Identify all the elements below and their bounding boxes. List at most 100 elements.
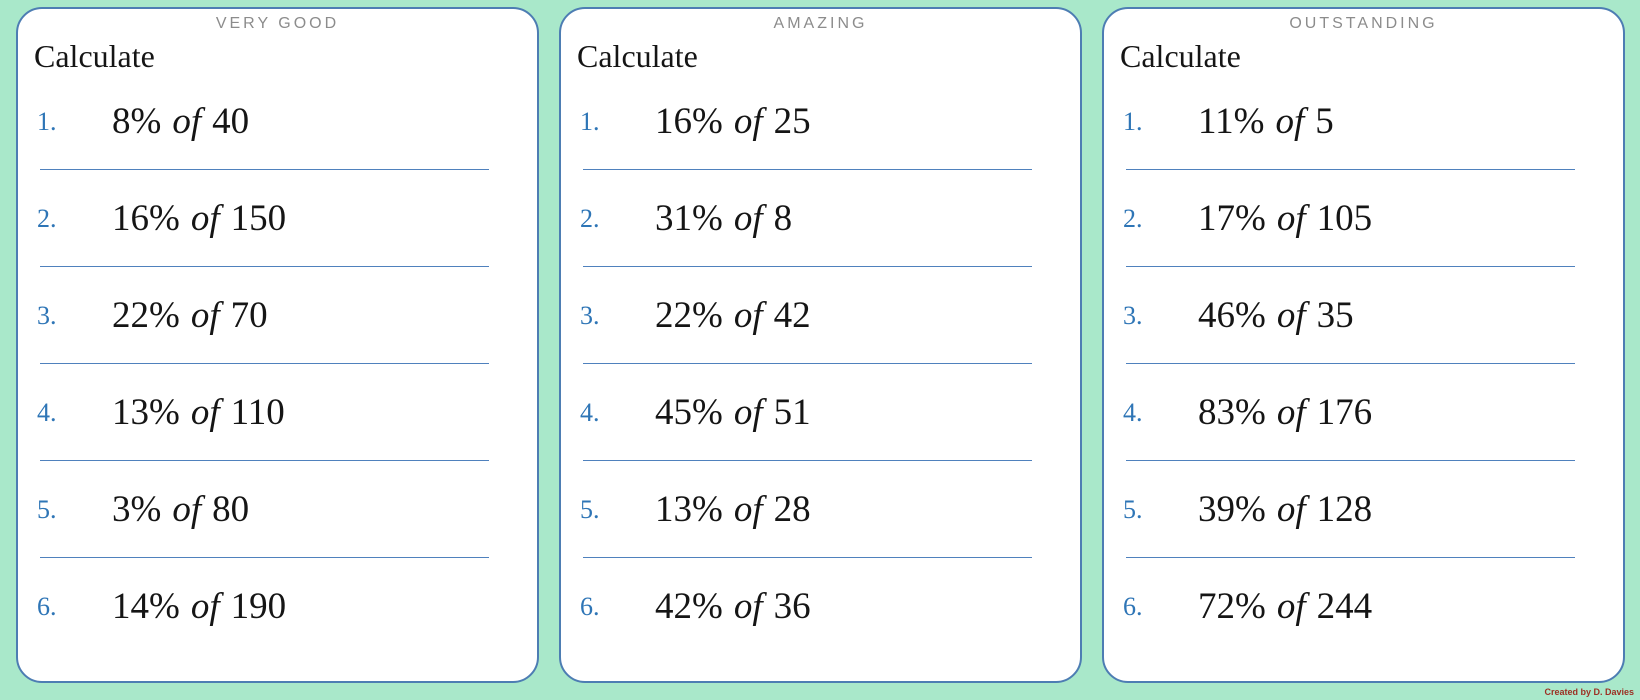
divider-line [583, 169, 1032, 170]
problem-percent: 17% [1198, 198, 1266, 239]
problem-row: 1. 11% of 5 [1104, 73, 1623, 170]
problem-value: 8 [773, 198, 793, 239]
problem-value: 70 [230, 295, 268, 336]
problem-number: 2. [580, 203, 600, 233]
of-label: of [190, 198, 220, 239]
card-title: Calculate [1120, 38, 1241, 74]
problem-value: 128 [1316, 489, 1373, 530]
of-label: of [190, 295, 220, 336]
problem-row: 4. 13% of 110 [18, 364, 537, 461]
of-label: of [1276, 198, 1306, 239]
of-label: of [1276, 295, 1306, 336]
problem-expression: 16% of 150 [112, 197, 286, 240]
divider-line [1126, 460, 1575, 461]
divider-line [583, 363, 1032, 364]
worksheet-cards: VERY GOOD Calculate 1. 8% of 40 2. 16% of 15… [16, 7, 1625, 683]
problem-number: 1. [37, 106, 57, 136]
problem-number: 1. [1123, 106, 1143, 136]
of-label: of [733, 489, 763, 530]
card-title: Calculate [34, 38, 155, 74]
difficulty-label: OUTSTANDING [1289, 15, 1438, 32]
problem-value: 42 [773, 295, 811, 336]
problem-percent: 72% [1198, 586, 1266, 627]
problem-value: 25 [773, 101, 811, 142]
problem-number: 6. [1123, 591, 1143, 621]
problem-expression: 83% of 176 [1198, 391, 1372, 434]
problem-expression: 8% of 40 [112, 100, 249, 143]
problem-percent: 83% [1198, 392, 1266, 433]
problem-expression: 22% of 42 [655, 294, 811, 337]
problem-number: 3. [37, 300, 57, 330]
problem-expression: 72% of 244 [1198, 585, 1372, 628]
of-label: of [1276, 586, 1306, 627]
problem-expression: 46% of 35 [1198, 294, 1354, 337]
problem-row: 5. 3% of 80 [18, 461, 537, 558]
problem-row: 2. 16% of 150 [18, 170, 537, 267]
problem-value: 105 [1316, 198, 1373, 239]
of-label: of [733, 392, 763, 433]
divider-line [40, 169, 489, 170]
problem-percent: 22% [655, 295, 723, 336]
problem-row: 3. 46% of 35 [1104, 267, 1623, 364]
problem-value: 28 [773, 489, 811, 530]
difficulty-label: VERY GOOD [215, 15, 340, 32]
problem-expression: 45% of 51 [655, 391, 811, 434]
problem-value: 51 [773, 392, 811, 433]
of-label: of [1276, 489, 1306, 530]
divider-line [1126, 169, 1575, 170]
problem-expression: 14% of 190 [112, 585, 286, 628]
problem-number: 6. [37, 591, 57, 621]
problem-percent: 16% [655, 101, 723, 142]
problem-percent: 42% [655, 586, 723, 627]
divider-line [40, 557, 489, 558]
problem-row: 6. 42% of 36 [561, 558, 1080, 655]
problem-row: 5. 39% of 128 [1104, 461, 1623, 558]
problem-number: 5. [580, 494, 600, 524]
problem-value: 36 [773, 586, 811, 627]
problem-list: 1. 16% of 25 2. 31% of 8 3. 22% of 42 4. 45% of… [561, 73, 1080, 655]
problem-expression: 31% of 8 [655, 197, 792, 240]
problem-row: 4. 45% of 51 [561, 364, 1080, 461]
problem-number: 5. [37, 494, 57, 524]
divider-line [40, 266, 489, 267]
of-label: of [733, 198, 763, 239]
problem-row: 1. 8% of 40 [18, 73, 537, 170]
of-label: of [172, 489, 202, 530]
problem-expression: 13% of 110 [112, 391, 285, 434]
problem-number: 2. [1123, 203, 1143, 233]
problem-value: 244 [1316, 586, 1373, 627]
problem-row: 2. 31% of 8 [561, 170, 1080, 267]
problem-list: 1. 8% of 40 2. 16% of 150 3. 22% of 70 4. 13% o… [18, 73, 537, 655]
problem-row: 5. 13% of 28 [561, 461, 1080, 558]
problem-row: 3. 22% of 70 [18, 267, 537, 364]
problem-number: 3. [1123, 300, 1143, 330]
problem-expression: 42% of 36 [655, 585, 811, 628]
problem-value: 176 [1316, 392, 1373, 433]
divider-line [583, 460, 1032, 461]
problem-value: 5 [1315, 101, 1334, 142]
problem-value: 110 [230, 392, 285, 433]
problem-value: 80 [212, 489, 250, 530]
problem-row: 3. 22% of 42 [561, 267, 1080, 364]
of-label: of [733, 586, 763, 627]
problem-row: 6. 14% of 190 [18, 558, 537, 655]
of-label: of [1276, 392, 1306, 433]
divider-line [583, 557, 1032, 558]
divider-line [1126, 266, 1575, 267]
problem-expression: 17% of 105 [1198, 197, 1372, 240]
problem-expression: 11% of 5 [1198, 100, 1334, 143]
problem-percent: 45% [655, 392, 723, 433]
problem-percent: 16% [112, 198, 180, 239]
credit-text: Created by D. Davies [1544, 687, 1634, 697]
problem-number: 4. [1123, 397, 1143, 427]
problem-value: 35 [1316, 295, 1354, 336]
problem-percent: 13% [655, 489, 723, 530]
problem-row: 1. 16% of 25 [561, 73, 1080, 170]
problem-percent: 31% [655, 198, 723, 239]
problem-percent: 22% [112, 295, 180, 336]
problem-row: 2. 17% of 105 [1104, 170, 1623, 267]
divider-line [583, 266, 1032, 267]
divider-line [1126, 557, 1575, 558]
of-label: of [190, 586, 220, 627]
problem-expression: 39% of 128 [1198, 488, 1372, 531]
